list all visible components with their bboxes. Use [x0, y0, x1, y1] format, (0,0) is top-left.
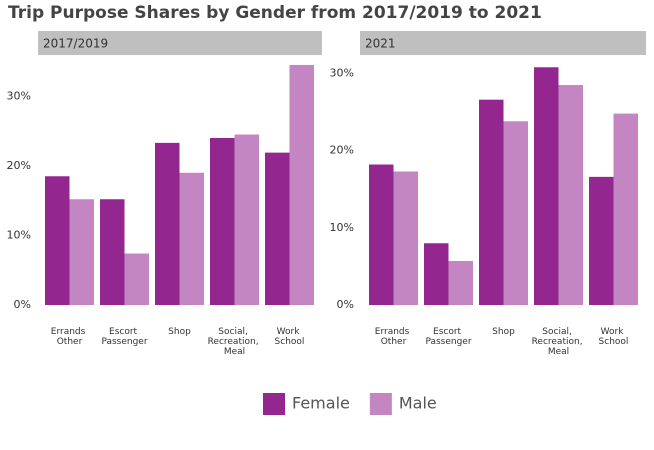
bar [503, 121, 528, 305]
legend-swatch [263, 393, 285, 415]
bar [234, 134, 259, 305]
bar [479, 99, 504, 306]
bar [210, 138, 235, 305]
y-tick-label: 10% [7, 228, 31, 241]
bar [589, 176, 614, 305]
bar [179, 172, 204, 305]
facet-label: 2017/2019 [43, 37, 108, 51]
bar [448, 261, 473, 305]
y-tick-label: 30% [330, 66, 354, 79]
x-tick-label: Work School [275, 327, 305, 347]
bar [369, 164, 394, 305]
legend-label: Male [399, 394, 437, 413]
x-tick-label: Shop [492, 327, 515, 337]
y-tick-label: 10% [330, 221, 354, 234]
bar [265, 152, 290, 305]
facet-label: 2021 [365, 37, 396, 51]
legend-swatch [369, 393, 392, 415]
bar [45, 176, 70, 305]
bar [613, 113, 638, 305]
bar [534, 67, 559, 305]
x-tick-label: Errands Other [375, 327, 412, 347]
bar [424, 243, 449, 305]
y-tick-label: 20% [330, 144, 354, 157]
x-tick-label: Escort Passenger [425, 327, 471, 347]
x-tick-label: Errands Other [51, 327, 88, 347]
bar [155, 142, 180, 305]
bar [100, 199, 125, 305]
x-tick-label: Work School [599, 327, 629, 347]
x-tick-label: Social, Recreation, Meal [208, 327, 262, 357]
bar [69, 199, 94, 305]
facet-strip [360, 31, 646, 55]
bar [393, 171, 418, 305]
bar [124, 253, 149, 305]
y-tick-label: 20% [7, 159, 31, 172]
bar [289, 64, 314, 305]
y-tick-label: 0% [14, 298, 31, 311]
x-tick-label: Escort Passenger [101, 327, 147, 347]
y-tick-label: 30% [7, 89, 31, 102]
y-tick-label: 0% [337, 298, 354, 311]
x-tick-label: Shop [168, 327, 191, 337]
x-tick-label: Social, Recreation, Meal [532, 327, 586, 357]
facet-strip [38, 31, 322, 55]
bar [558, 85, 583, 305]
legend-label: Female [292, 394, 350, 413]
chart-title: Trip Purpose Shares by Gender from 2017/… [8, 3, 542, 23]
